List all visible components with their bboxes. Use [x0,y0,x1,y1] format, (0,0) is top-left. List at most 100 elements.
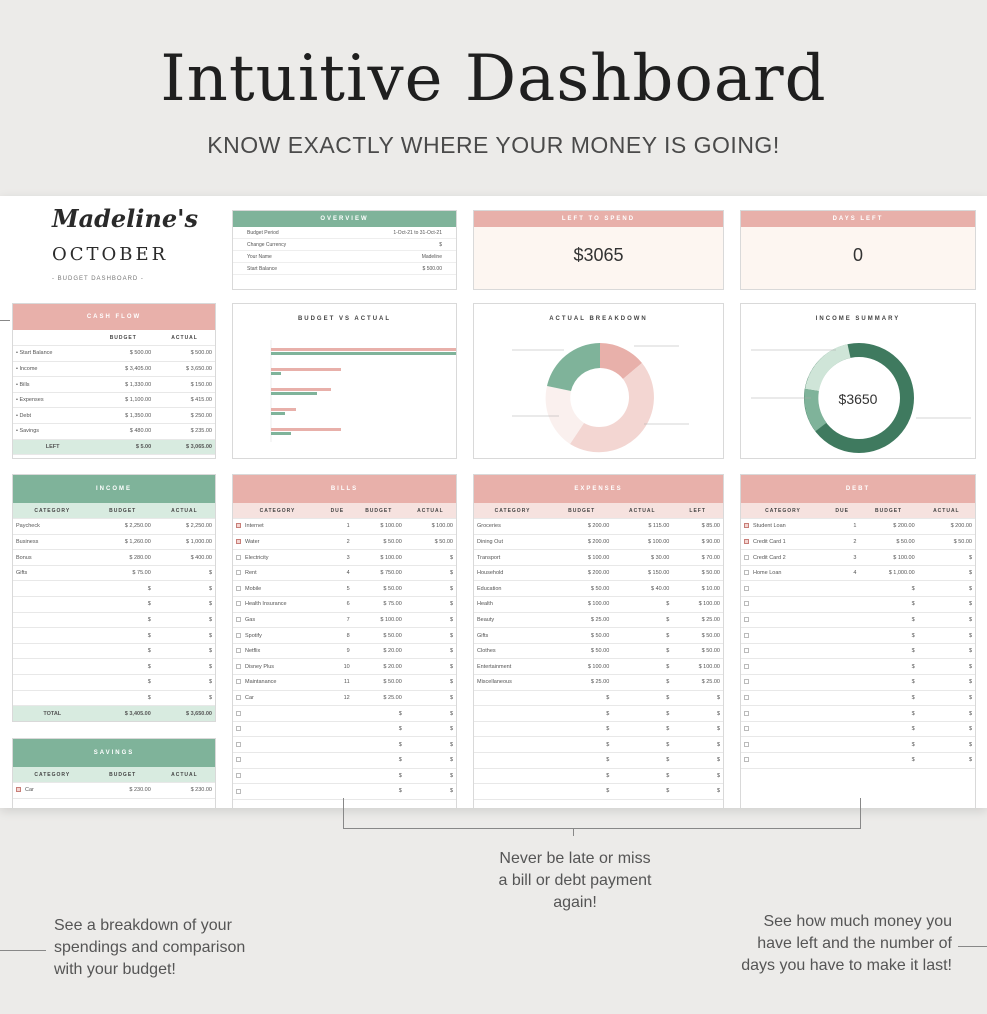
category-cell[interactable] [13,612,92,629]
category-cell[interactable]: Health [474,596,552,613]
category-cell[interactable]: Groceries [474,518,552,535]
checkbox[interactable] [744,570,749,576]
category-cell[interactable] [474,721,552,738]
category-cell[interactable]: Home Loan [741,565,825,582]
category-cell[interactable] [13,643,92,660]
checkbox[interactable] [744,694,749,700]
checkbox[interactable] [236,694,241,700]
checkbox[interactable] [236,788,241,794]
checkbox[interactable] [744,617,749,622]
category-cell[interactable] [233,705,322,722]
category-cell[interactable]: Miscellaneous [474,674,552,691]
category-cell[interactable] [13,627,92,644]
category-cell[interactable] [233,752,322,769]
category-cell[interactable]: • Savings [13,423,93,440]
checkbox[interactable] [236,570,241,576]
checkbox[interactable] [744,601,749,607]
checkbox[interactable] [744,523,749,529]
category-cell[interactable]: Clothes [474,643,552,660]
checkbox[interactable] [236,554,241,560]
category-cell[interactable] [741,674,825,691]
category-cell[interactable] [474,690,552,707]
category-cell[interactable]: Entertainment [474,658,552,676]
category-cell[interactable] [474,705,552,722]
category-cell[interactable] [474,768,552,785]
checkbox[interactable] [744,679,749,685]
category-cell[interactable]: Mobile [233,580,322,598]
category-cell[interactable] [474,752,552,769]
category-cell[interactable]: • Bills [13,376,93,393]
category-cell[interactable]: Business [13,534,92,551]
category-cell[interactable]: Transport [474,549,552,566]
category-cell[interactable]: Beauty [474,612,552,629]
category-cell[interactable]: Internet [233,518,322,535]
category-cell[interactable] [474,783,552,800]
overview-value[interactable]: $ [439,242,442,248]
category-cell[interactable]: Credit Card 2 [741,549,825,566]
category-cell[interactable] [233,721,322,738]
category-cell[interactable] [741,721,825,738]
checkbox[interactable] [744,757,749,763]
checkbox[interactable] [744,726,749,732]
category-cell[interactable] [741,752,825,769]
category-cell[interactable]: Paycheck [13,518,92,535]
checkbox[interactable] [744,554,749,560]
category-cell[interactable]: Household [474,565,552,582]
checkbox[interactable] [236,726,241,732]
category-cell[interactable] [474,736,552,753]
category-cell[interactable]: • Expenses [13,392,93,409]
category-cell[interactable] [741,658,825,676]
category-cell[interactable]: Maintanance [233,674,322,691]
category-cell[interactable] [741,627,825,644]
checkbox[interactable] [236,772,241,778]
category-cell[interactable] [741,580,825,598]
checkbox[interactable] [16,787,21,793]
category-cell[interactable] [741,690,825,707]
category-cell[interactable]: • Income [13,361,93,378]
category-cell[interactable]: Car [233,690,322,707]
category-cell[interactable] [741,612,825,629]
category-cell[interactable]: Credit Card 1 [741,534,825,551]
overview-value[interactable]: Madeline [421,254,442,260]
category-cell[interactable] [13,674,92,691]
category-cell[interactable]: Netflix [233,643,322,660]
checkbox[interactable] [236,585,241,591]
checkbox[interactable] [236,601,241,607]
category-cell[interactable]: Disney Plus [233,658,322,676]
overview-value[interactable]: $ 500.00 [422,266,442,272]
category-cell[interactable]: Gifts [474,627,552,644]
category-cell[interactable]: Education [474,580,552,598]
checkbox[interactable] [744,648,749,654]
checkbox[interactable] [236,539,241,545]
category-cell[interactable] [741,596,825,613]
category-cell[interactable] [13,596,92,613]
category-cell[interactable]: Car [13,782,92,799]
checkbox[interactable] [236,632,241,638]
checkbox[interactable] [744,741,749,747]
category-cell[interactable] [741,736,825,753]
checkbox[interactable] [236,710,241,716]
category-cell[interactable]: • Start Balance [13,345,93,362]
category-cell[interactable] [13,690,92,707]
checkbox[interactable] [236,679,241,685]
category-cell[interactable]: Electricity [233,549,322,566]
category-cell[interactable] [233,736,322,753]
category-cell[interactable]: Water [233,534,322,551]
category-cell[interactable] [13,658,92,676]
category-cell[interactable] [741,705,825,722]
checkbox[interactable] [236,648,241,654]
category-cell[interactable]: Spotify [233,627,322,644]
checkbox[interactable] [236,523,241,529]
category-cell[interactable] [741,643,825,660]
category-cell[interactable]: Rent [233,565,322,582]
category-cell[interactable]: Gifts [13,565,92,582]
left-to-spend-header[interactable]: LEFT TO SPEND [474,211,723,227]
checkbox[interactable] [744,585,749,591]
category-cell[interactable] [233,783,322,800]
checkbox[interactable] [744,663,749,669]
category-cell[interactable]: Bonus [13,549,92,566]
category-cell[interactable]: • Debt [13,407,93,425]
category-cell[interactable] [233,768,322,785]
checkbox[interactable] [744,710,749,716]
checkbox[interactable] [236,617,241,622]
